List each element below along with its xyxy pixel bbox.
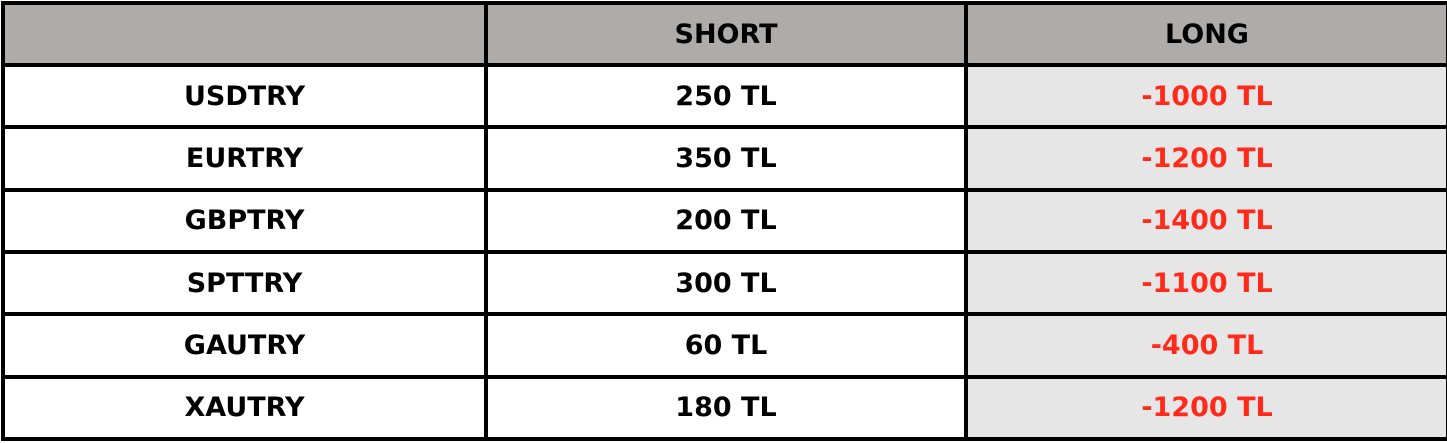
header-instrument xyxy=(1,1,488,67)
header-long: LONG xyxy=(964,1,1447,67)
short-cell: 350 TL xyxy=(484,125,968,192)
table-row: USDTRY 250 TL -1000 TL xyxy=(1,62,1447,130)
instrument-cell: SPTTRY xyxy=(1,249,488,317)
short-cell: 60 TL xyxy=(484,312,968,379)
long-cell: -1400 TL xyxy=(964,187,1447,254)
long-cell: -400 TL xyxy=(964,312,1447,379)
instrument-cell: EURTRY xyxy=(1,125,488,192)
short-cell: 180 TL xyxy=(484,374,968,442)
long-cell: -1000 TL xyxy=(964,62,1447,130)
short-cell: 250 TL xyxy=(484,62,968,130)
table-row: EURTRY 350 TL -1200 TL xyxy=(1,125,1447,192)
table-row: XAUTRY 180 TL -1200 TL xyxy=(1,374,1447,442)
instrument-cell: XAUTRY xyxy=(1,374,488,442)
table-row: GAUTRY 60 TL -400 TL xyxy=(1,312,1447,379)
long-cell: -1200 TL xyxy=(964,374,1447,442)
short-cell: 300 TL xyxy=(484,249,968,317)
table-row: GBPTRY 200 TL -1400 TL xyxy=(1,187,1447,254)
table-row: SPTTRY 300 TL -1100 TL xyxy=(1,249,1447,317)
long-cell: -1200 TL xyxy=(964,125,1447,192)
instrument-cell: GAUTRY xyxy=(1,312,488,379)
header-short: SHORT xyxy=(484,1,968,67)
instrument-cell: GBPTRY xyxy=(1,187,488,254)
long-cell: -1100 TL xyxy=(964,249,1447,317)
header-row: SHORT LONG xyxy=(1,1,1447,67)
instrument-cell: USDTRY xyxy=(1,62,488,130)
short-cell: 200 TL xyxy=(484,187,968,254)
